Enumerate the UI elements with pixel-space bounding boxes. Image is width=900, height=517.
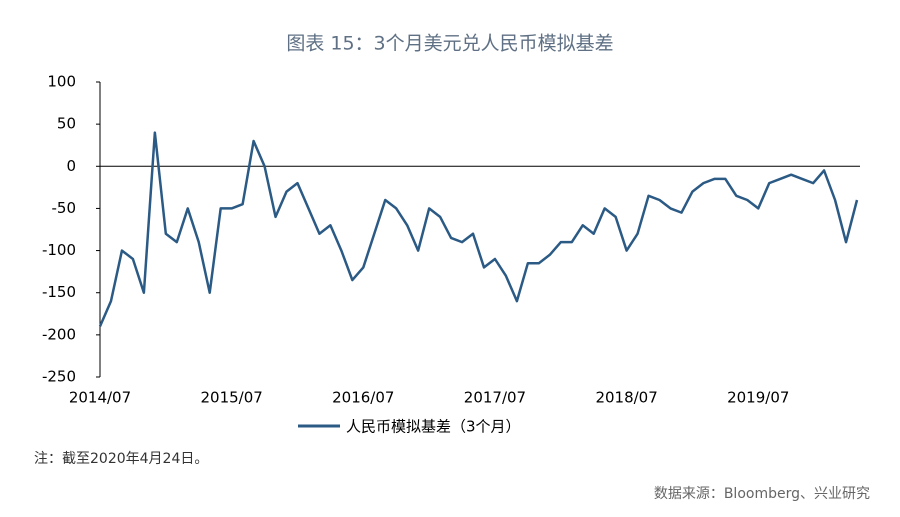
y-tick-label: -150	[42, 283, 76, 301]
y-tick-label: -50	[52, 199, 77, 217]
line	[98, 131, 859, 327]
source: 数据来源：Bloomberg、兴业研究	[654, 486, 870, 502]
x-tick-label: 2019/07	[727, 389, 789, 407]
y-tick-label: 50	[57, 115, 76, 133]
x-tick-label: 2014/07	[69, 389, 131, 407]
y-tick-label: -200	[42, 325, 76, 343]
y-tick-label: -100	[42, 241, 76, 259]
x-tick-label: 2016/07	[332, 389, 394, 407]
chart-title: 图表 15：3个月美元兑人民币模拟基差	[286, 33, 613, 55]
note: 注：截至2020年4月24日。	[34, 451, 208, 467]
y-tick-label: -250	[42, 368, 76, 386]
y-tick-label: 100	[47, 73, 76, 91]
x-tick-label: 2017/07	[464, 389, 526, 407]
legend-label: 人民币模拟基差（3个月）	[346, 418, 521, 436]
x-tick-label: 2018/07	[595, 389, 657, 407]
x-tick-label: 2015/07	[200, 389, 262, 407]
y-tick-label: 0	[66, 157, 76, 175]
